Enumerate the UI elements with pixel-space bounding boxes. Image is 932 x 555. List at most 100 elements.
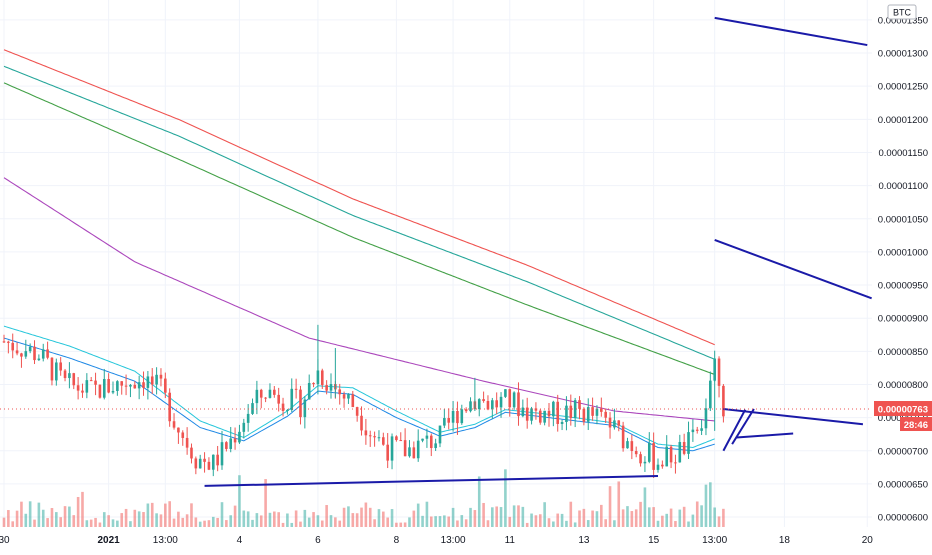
candle-body: [469, 401, 472, 412]
candle-body: [41, 349, 45, 359]
volume-bar: [634, 509, 638, 527]
volume-bar: [534, 515, 538, 527]
volume-bar: [617, 481, 621, 527]
candle-body: [281, 403, 285, 411]
volume-bar: [709, 482, 712, 527]
volume-bar: [477, 476, 481, 527]
x-tick-label: 13:00: [153, 535, 178, 546]
volume-bar: [238, 475, 241, 527]
candle-body: [412, 447, 416, 459]
moving-average-layer: [3, 49, 715, 452]
volume-bar: [28, 501, 32, 527]
candle-body: [482, 399, 485, 402]
volume-bar: [355, 513, 359, 527]
candle-body: [15, 350, 19, 354]
volume-bar: [434, 516, 437, 527]
candle-body: [150, 376, 154, 385]
current-price-label: 0.00000763: [878, 405, 928, 416]
candle-body: [233, 438, 237, 443]
candle-body: [669, 446, 673, 463]
volume-bar: [373, 519, 376, 527]
candle-body: [687, 432, 690, 454]
volume-bar: [68, 506, 71, 527]
volume-bar: [613, 520, 616, 527]
x-tick-label: 15: [648, 535, 660, 546]
volume-bar: [59, 517, 62, 527]
volume-bar: [137, 511, 141, 527]
candle-body: [355, 407, 359, 416]
candle-body: [320, 370, 324, 386]
volume-bar: [482, 502, 485, 527]
volume-bar: [46, 518, 49, 527]
candle-body: [491, 400, 494, 410]
candle-body: [190, 447, 193, 459]
volume-bar: [116, 520, 119, 527]
candle-body: [24, 351, 28, 357]
volume-bar: [403, 522, 407, 527]
x-tick-label: 13:00: [702, 535, 727, 546]
volume-bar: [700, 505, 703, 527]
candle-body: [460, 409, 464, 424]
candle-body: [303, 399, 307, 418]
volume-bar: [665, 513, 669, 527]
volume-bar: [425, 501, 429, 527]
volume-bar: [320, 520, 324, 527]
candle-body: [608, 417, 612, 428]
volume-bar: [364, 502, 368, 527]
volume-bar: [682, 506, 686, 527]
candle-body: [508, 389, 512, 408]
moving-average-line-0: [3, 49, 715, 346]
candle-layer: [2, 324, 725, 479]
candle-body: [111, 390, 115, 393]
candle-body: [89, 380, 93, 382]
volume-bar: [172, 518, 176, 527]
volume-bar: [24, 513, 28, 527]
volume-bar: [312, 512, 315, 527]
grid-layer: [0, 0, 872, 527]
candle-body: [347, 394, 350, 399]
candle-body: [277, 394, 280, 404]
candle-body: [68, 373, 71, 379]
candle-body: [709, 380, 712, 409]
moving-average-line-3: [3, 177, 715, 422]
volume-bar: [307, 517, 311, 527]
candle-body: [7, 341, 10, 343]
volume-bar: [273, 511, 276, 527]
volume-bar: [608, 486, 612, 527]
volume-bar: [656, 520, 660, 527]
candle-body: [591, 407, 594, 416]
fast-average-line-0: [3, 325, 715, 449]
volume-bar: [521, 506, 525, 527]
volume-bar: [325, 505, 328, 527]
candle-body: [560, 422, 564, 424]
candle-body: [486, 401, 490, 410]
candle-body: [456, 410, 459, 424]
y-tick-label: 0.00001200: [878, 115, 928, 126]
y-tick-label: 0.00001300: [878, 49, 928, 60]
volume-bar: [386, 517, 389, 527]
volume-bar: [460, 515, 464, 527]
candle-body: [547, 410, 551, 417]
volume-bar: [255, 513, 259, 527]
volume-bar: [412, 510, 416, 527]
volume-bar: [220, 502, 224, 527]
candle-body: [408, 447, 411, 457]
trend-line-5: [714, 16, 868, 47]
candle-body: [76, 385, 80, 391]
candle-body: [360, 415, 363, 431]
candle-body: [194, 458, 198, 469]
x-tick-label: 30: [0, 535, 10, 546]
volume-bar: [368, 507, 372, 527]
candle-body: [216, 454, 219, 466]
candle-body: [569, 405, 573, 419]
volume-bar: [94, 517, 97, 527]
volume-bar: [342, 507, 346, 527]
volume-bar: [107, 515, 110, 527]
volume-bar: [687, 521, 690, 527]
candle-body: [434, 443, 437, 449]
candle-body: [504, 389, 507, 397]
candle-body: [425, 435, 429, 439]
candle-body: [695, 429, 699, 431]
